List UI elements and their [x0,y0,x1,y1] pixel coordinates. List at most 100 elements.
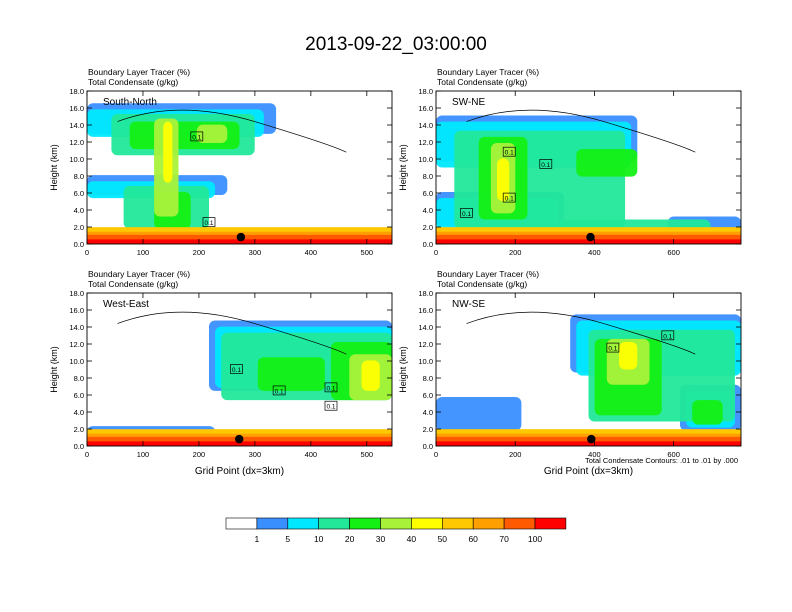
location-marker [586,232,595,242]
x-tick-label: 0 [434,248,438,257]
colorbar-label: 5 [285,534,290,544]
x-tick-label: 400 [305,450,318,459]
x-tick-label: 500 [361,248,374,257]
x-tick-label: 0 [85,248,89,257]
y-tick-label: 4.0 [74,408,84,417]
svg-text:0.1: 0.1 [232,367,241,374]
colorbar-label: 1 [255,534,260,544]
x-tick-label: 600 [667,248,680,257]
y-tick-label: 16.0 [418,104,433,113]
svg-text:0.1: 0.1 [275,388,284,395]
y-tick-label: 10.0 [418,155,433,164]
contour-label: 0.1 [324,382,338,392]
series-label: Total Condensate (g/kg) [88,279,178,289]
panel-label: West-East [103,299,149,310]
y-tick-label: 18.0 [69,289,84,298]
x-tick-label: 400 [588,450,601,459]
y-tick-label: 14.0 [69,323,84,332]
colorbar-swatch [318,517,350,530]
y-tick-label: 0.0 [74,240,84,249]
y-tick-label: 2.0 [74,223,84,232]
colorbar-label: 10 [314,534,324,544]
contour-line [466,311,696,355]
svg-text:0.1: 0.1 [204,220,213,227]
contour-label: 0.1 [502,192,516,203]
colorbar-swatch [349,517,381,530]
series-label: Total Condensate (g/kg) [437,279,527,289]
y-tick-label: 14.0 [418,323,433,332]
panel-west-east: 0.1 0.1 0.1 0.1 0.0 2.0 4.0 6.0 8.0 10.0 12.0 14.0 1… [49,269,393,477]
y-tick-label: 2.0 [423,223,433,232]
panel-label: South-North [103,97,157,108]
y-tick-label: 8.0 [74,172,84,181]
y-tick-label: 10.0 [69,155,84,164]
y-axis-label: Height (km) [398,144,408,191]
svg-text:0.1: 0.1 [663,333,672,340]
contour-label: 0.1 [606,342,620,353]
colorbar-swatch [503,517,536,530]
contour-line [117,109,347,153]
y-tick-label: 10.0 [418,357,433,366]
y-tick-label: 16.0 [69,306,84,315]
svg-text:0.1: 0.1 [505,196,514,203]
svg-text:0.1: 0.1 [505,150,514,157]
svg-text:0.1: 0.1 [462,211,471,218]
series-label: Boundary Layer Tracer (%) [437,269,539,279]
svg-text:0.1: 0.1 [326,404,335,411]
y-tick-label: 0.0 [423,442,433,451]
contour-label: 0.1 [190,131,204,141]
colorbar-swatch [411,517,443,530]
y-tick-label: 12.0 [418,138,433,147]
location-marker [236,232,246,242]
contour-note: Total Condensate Contours: .01 to .01 by… [585,456,738,465]
y-tick-label: 18.0 [418,289,433,298]
panel-sw-ne: 0.1 0.1 0.1 0.1 0.0 2.0 4.0 6.0 8.0 10.0 12.0 14.0 1… [398,67,742,257]
panel-label: SW-NE [452,97,485,108]
colorbar-swatch [380,517,412,530]
y-tick-label: 14.0 [69,121,84,130]
y-tick-label: 8.0 [423,374,433,383]
y-tick-label: 6.0 [423,189,433,198]
colorbar-swatch [225,517,258,530]
y-tick-label: 0.0 [423,240,433,249]
x-tick-label: 200 [509,450,522,459]
y-axis-label: Height (km) [49,144,59,191]
y-tick-label: 16.0 [69,104,84,113]
x-tick-label: 200 [193,450,206,459]
y-tick-label: 8.0 [423,172,433,181]
contour-line [117,311,347,355]
y-tick-label: 16.0 [418,306,433,315]
panel-south-north: 0.1 0.1 0.0 2.0 4.0 6.0 8.0 10.0 12.0 14.0 16.0 18.… [49,67,393,257]
series-label: Boundary Layer Tracer (%) [437,67,539,77]
x-tick-label: 200 [509,248,522,257]
x-tick-label: 300 [249,450,262,459]
figure-title: 2013-09-22_03:00:00 [305,34,487,55]
y-tick-label: 18.0 [418,87,433,96]
series-label: Total Condensate (g/kg) [437,77,527,87]
y-tick-label: 6.0 [74,391,84,400]
y-tick-label: 0.0 [74,442,84,451]
y-tick-label: 2.0 [423,425,433,434]
y-tick-label: 10.0 [69,357,84,366]
y-tick-label: 12.0 [69,138,84,147]
contour-line [466,109,696,153]
x-axis-label: Grid Point (dx=3km) [195,466,284,477]
svg-text:0.1: 0.1 [608,346,617,353]
colorbar: 1 5 10 20 30 40 50 60 70 100 [225,517,567,544]
y-tick-label: 12.0 [69,340,84,349]
colorbar-swatch [472,517,505,530]
panels-group: 0.1 0.1 0.0 2.0 4.0 6.0 8.0 10.0 12.0 14.0 16.0 18.… [49,67,742,477]
svg-text:0.1: 0.1 [192,134,201,141]
contour-label: 0.1 [502,146,516,157]
location-marker [587,434,596,444]
colorbar-label: 50 [438,534,448,544]
x-tick-label: 600 [667,450,680,459]
y-axis-label: Height (km) [398,346,408,393]
y-tick-label: 4.0 [74,206,84,215]
colorbar-swatch [534,517,567,530]
panel-nw-se: 0.1 0.1 0.0 2.0 4.0 6.0 8.0 10.0 12.0 14.0 16.0 18.… [398,269,742,477]
colorbar-label: 30 [376,534,386,544]
x-tick-label: 0 [85,450,89,459]
contour-label: 0.1 [272,385,286,395]
y-tick-label: 8.0 [74,374,84,383]
